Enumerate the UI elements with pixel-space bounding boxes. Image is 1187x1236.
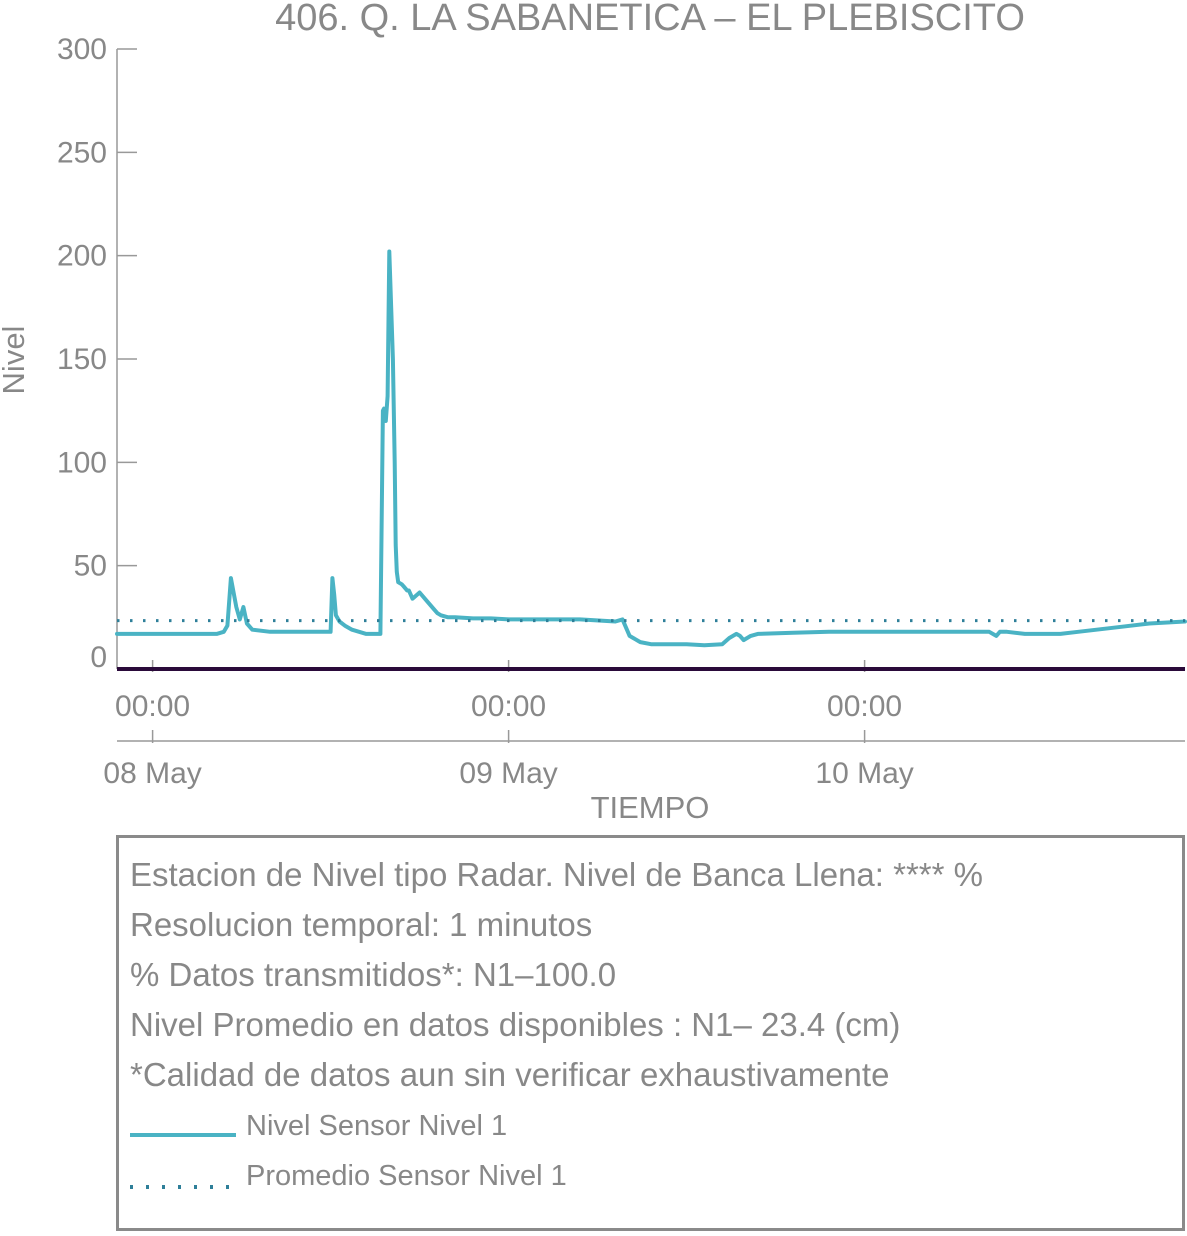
- plot-area: [115, 249, 1187, 671]
- x-axis-label: TIEMPO: [591, 790, 710, 825]
- legend-label-level: Nivel Sensor Nivel 1: [246, 1110, 508, 1142]
- chart-title: 406. Q. LA SABANETICA – EL PLEBISCITO: [275, 0, 1025, 39]
- y-axis-label: Nivel: [0, 326, 31, 395]
- info-line-average: Nivel Promedio en datos disponibles : N1…: [130, 1006, 901, 1043]
- x-tick-label-date: 10 May: [815, 757, 913, 790]
- x-tick-label-date: 08 May: [103, 757, 201, 790]
- y-tick-label: 50: [74, 550, 107, 583]
- x-tick-label-date: 09 May: [459, 757, 557, 790]
- legend-item-level: Nivel Sensor Nivel 1: [129, 1110, 729, 1150]
- y-tick-label: 0: [90, 641, 107, 674]
- y-tick-label: 300: [57, 33, 107, 66]
- y-axis: 0 50 100 150 200 250 300: [57, 33, 137, 674]
- x-tick-label-time: 00:00: [115, 690, 190, 723]
- info-line-station: Estacion de Nivel tipo Radar. Nivel de B…: [130, 856, 983, 893]
- x-axis: 00:00 08 May 00:00 09 May 00:00 10 May: [103, 660, 1185, 790]
- info-line-transmitted: % Datos transmitidos*: N1–100.0: [130, 956, 617, 993]
- info-line-quality: *Calidad de datos aun sin verificar exha…: [130, 1056, 890, 1093]
- y-tick-label: 200: [57, 240, 107, 273]
- x-tick-label-time: 00:00: [827, 690, 902, 723]
- x-tick-label-time: 00:00: [471, 690, 546, 723]
- level-chart: 406. Q. LA SABANETICA – EL PLEBISCITO Ni…: [0, 0, 1187, 825]
- legend-dotted-line-icon: [130, 1185, 236, 1189]
- legend-solid-line-icon: [130, 1133, 236, 1137]
- y-tick-label: 150: [57, 343, 107, 376]
- info-box: Estacion de Nivel tipo Radar. Nivel de B…: [116, 835, 1185, 1231]
- legend-item-average: Promedio Sensor Nivel 1: [129, 1160, 729, 1200]
- y-tick-label: 100: [57, 446, 107, 479]
- legend-label-average: Promedio Sensor Nivel 1: [246, 1160, 567, 1192]
- level-series-line: [115, 249, 1187, 648]
- info-line-resolution: Resolucion temporal: 1 minutos: [130, 906, 593, 943]
- y-tick-label: 250: [57, 136, 107, 169]
